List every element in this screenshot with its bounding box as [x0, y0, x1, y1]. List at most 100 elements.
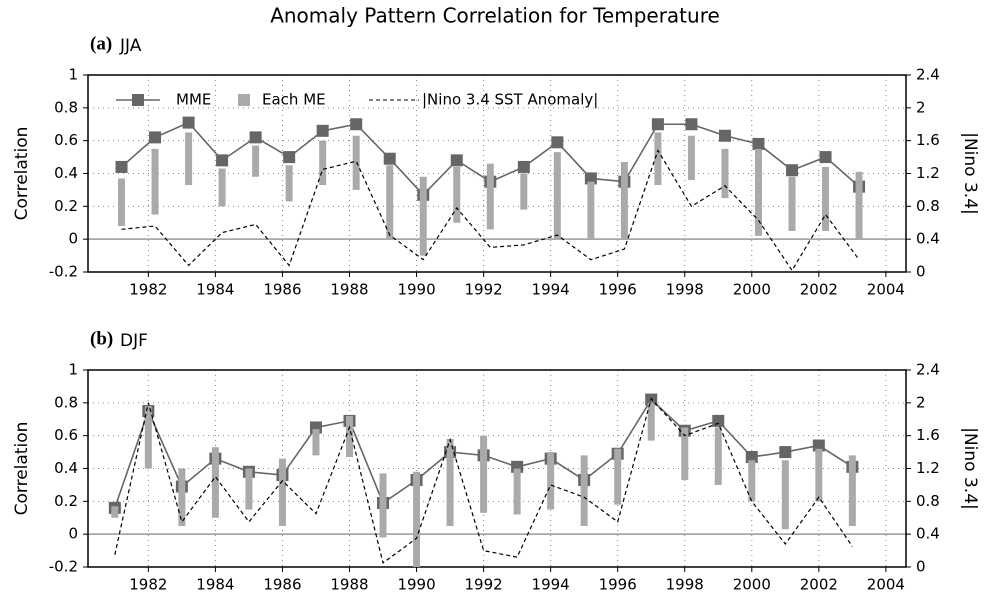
legend-label: |Nino 3.4 SST Anomaly| — [422, 91, 598, 109]
mme-marker — [752, 137, 765, 150]
x-tick-label: 1984 — [196, 281, 234, 299]
member-range — [453, 166, 461, 223]
x-tick-label: 1992 — [464, 576, 502, 594]
mme-marker — [745, 451, 758, 464]
y-tick-label: 0.6 — [54, 426, 78, 444]
member-range — [714, 427, 722, 485]
y2-tick-label: 0.4 — [916, 525, 940, 543]
mme-marker — [350, 118, 363, 131]
member-range — [848, 455, 856, 526]
x-tick-label: 1988 — [330, 576, 368, 594]
mme-marker — [182, 116, 195, 129]
y-tick-label: -0.2 — [49, 263, 78, 281]
mme-marker — [249, 131, 262, 144]
x-tick-label: 1996 — [599, 281, 637, 299]
panel-title: DJF — [120, 331, 148, 351]
mme-marker — [316, 124, 329, 137]
legend-swatch — [132, 94, 144, 106]
y-tick-label: 0.4 — [54, 164, 78, 182]
y2-tick-label: 0 — [916, 263, 926, 281]
mme-marker — [779, 446, 792, 459]
member-range — [788, 176, 796, 231]
y2-tick-label: 2.4 — [916, 361, 940, 379]
x-tick-label: 1990 — [397, 576, 435, 594]
member-range — [654, 132, 662, 185]
y2-tick-label: 1.2 — [916, 164, 940, 182]
x-tick-label: 1996 — [599, 576, 637, 594]
y-tick-label: 1 — [68, 361, 78, 379]
x-tick-label: 1998 — [666, 576, 704, 594]
x-tick-label: 2000 — [733, 281, 771, 299]
y-tick-label: 1 — [68, 66, 78, 84]
x-tick-label: 1982 — [129, 576, 167, 594]
nino-line — [114, 397, 853, 564]
member-range — [614, 448, 622, 505]
x-tick-label: 1988 — [330, 281, 368, 299]
member-range — [413, 471, 421, 567]
y2-tick-label: 2 — [916, 98, 926, 116]
y2-tick-label: 1.6 — [916, 131, 940, 149]
mme-marker — [283, 151, 296, 164]
member-range — [513, 468, 521, 515]
member-range — [419, 176, 427, 256]
member-range — [520, 173, 528, 210]
x-tick-label: 1994 — [532, 281, 570, 299]
member-range — [620, 162, 628, 240]
y2-tick-label: 0.4 — [916, 230, 940, 248]
x-tick-label: 2002 — [800, 576, 838, 594]
x-tick-label: 1992 — [464, 281, 502, 299]
x-tick-label: 2004 — [867, 281, 905, 299]
member-range — [218, 168, 226, 207]
y2-tick-label: 0.8 — [916, 492, 940, 510]
member-range — [480, 435, 488, 513]
nino-line — [121, 149, 860, 272]
y-axis-label: Correlation — [12, 127, 32, 221]
member-range — [252, 145, 260, 177]
member-range — [721, 148, 729, 199]
member-range — [185, 132, 193, 185]
mme-marker — [115, 160, 128, 173]
x-tick-label: 2000 — [733, 576, 771, 594]
member-range — [319, 140, 327, 185]
y2-tick-label: 2 — [916, 393, 926, 411]
member-range — [687, 135, 695, 181]
member-range — [144, 406, 152, 469]
member-range — [748, 460, 756, 502]
legend-label: Each ME — [262, 91, 326, 109]
member-range — [547, 452, 555, 510]
x-tick-label: 1998 — [666, 281, 704, 299]
legend-swatch — [238, 94, 250, 106]
y-tick-label: 0.4 — [54, 459, 78, 477]
panel-title: JJA — [119, 36, 142, 56]
member-range — [312, 429, 320, 456]
mme-marker — [517, 160, 530, 173]
member-range — [647, 402, 655, 441]
member-range — [352, 135, 360, 190]
member-range — [486, 163, 494, 230]
member-range — [553, 152, 561, 240]
member-range — [178, 468, 186, 526]
y-tick-label: -0.2 — [49, 558, 78, 576]
member-range — [386, 165, 394, 240]
y2-tick-label: 0.8 — [916, 197, 940, 215]
chart-title: Anomaly Pattern Correlation for Temperat… — [270, 4, 720, 28]
x-tick-label: 1984 — [196, 576, 234, 594]
panel-label: (a) — [90, 33, 112, 54]
member-range — [815, 448, 823, 502]
y2-tick-label: 1.2 — [916, 459, 940, 477]
member-range — [111, 506, 119, 518]
plot-frame — [87, 369, 907, 568]
mme-marker — [786, 164, 799, 177]
x-tick-label: 1986 — [263, 576, 301, 594]
member-range — [118, 178, 126, 227]
y2-tick-label: 2.4 — [916, 66, 940, 84]
plot-frame — [87, 74, 907, 273]
y-tick-label: 0 — [68, 525, 78, 543]
x-tick-label: 2002 — [800, 281, 838, 299]
member-range — [245, 468, 253, 510]
member-range — [151, 148, 159, 215]
y2-axis-label: |Nino 3.4| — [960, 427, 980, 510]
mme-marker — [718, 129, 731, 142]
y2-axis-label: |Nino 3.4| — [960, 132, 980, 215]
member-range — [681, 427, 689, 480]
